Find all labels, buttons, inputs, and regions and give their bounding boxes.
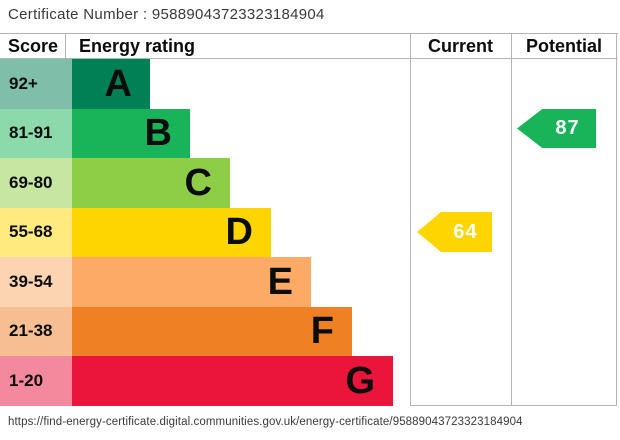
- band-row-b: 81-91 B: [0, 108, 410, 158]
- band-row-e: 39-54 E: [0, 257, 410, 307]
- band-score-range: 55-68: [0, 207, 72, 257]
- band-bar-f: F: [72, 306, 352, 356]
- potential-rating-marker: 87: [517, 109, 596, 148]
- certificate-number: Certificate Number : 9588904372332318490…: [8, 6, 325, 23]
- band-bar-b: B: [72, 108, 190, 158]
- band-score-range: 1-20: [0, 356, 72, 406]
- band-score-range: 21-38: [0, 306, 72, 356]
- band-row-f: 21-38 F: [0, 306, 410, 356]
- table-header-row: Score Energy rating Current Potential: [0, 33, 618, 59]
- band-bar-c: C: [72, 158, 230, 208]
- header-score: Score: [0, 34, 66, 58]
- band-row-d: 55-68 D: [0, 207, 410, 257]
- band-row-a: 92+ A: [0, 59, 410, 109]
- table-bottom-border: [410, 405, 617, 406]
- band-letter: D: [225, 211, 253, 254]
- rating-bands: 92+ A 81-91 B 69-80 C 55-68 D 39-54 E 21…: [0, 59, 410, 406]
- band-bar-a: A: [72, 59, 150, 109]
- potential-rating-value: 87: [555, 117, 580, 139]
- current-rating-marker: 64: [417, 212, 492, 252]
- energy-rating-chart: Score Energy rating Current Potential 92…: [0, 33, 618, 406]
- band-score-range: 81-91: [0, 108, 72, 158]
- band-letter: A: [104, 62, 132, 105]
- band-letter: E: [267, 260, 293, 303]
- band-bar-d: D: [72, 207, 271, 257]
- potential-column-border: [511, 33, 512, 406]
- table-right-border: [616, 33, 617, 406]
- band-score-range: 92+: [0, 59, 72, 109]
- band-row-g: 1-20 G: [0, 356, 410, 406]
- band-bar-e: E: [72, 257, 311, 307]
- band-letter: C: [184, 161, 212, 204]
- band-row-c: 69-80 C: [0, 158, 410, 208]
- band-letter: F: [310, 310, 334, 353]
- current-column-border: [410, 33, 411, 406]
- header-potential: Potential: [525, 35, 602, 56]
- band-letter: G: [345, 359, 375, 402]
- certificate-url: https://find-energy-certificate.digital.…: [8, 416, 523, 428]
- current-rating-value: 64: [453, 220, 478, 243]
- band-score-range: 69-80: [0, 158, 72, 208]
- band-score-range: 39-54: [0, 257, 72, 307]
- header-energy-rating: Energy rating: [79, 35, 196, 56]
- header-current: Current: [427, 35, 493, 56]
- band-bar-g: G: [72, 356, 393, 406]
- band-letter: B: [144, 112, 172, 155]
